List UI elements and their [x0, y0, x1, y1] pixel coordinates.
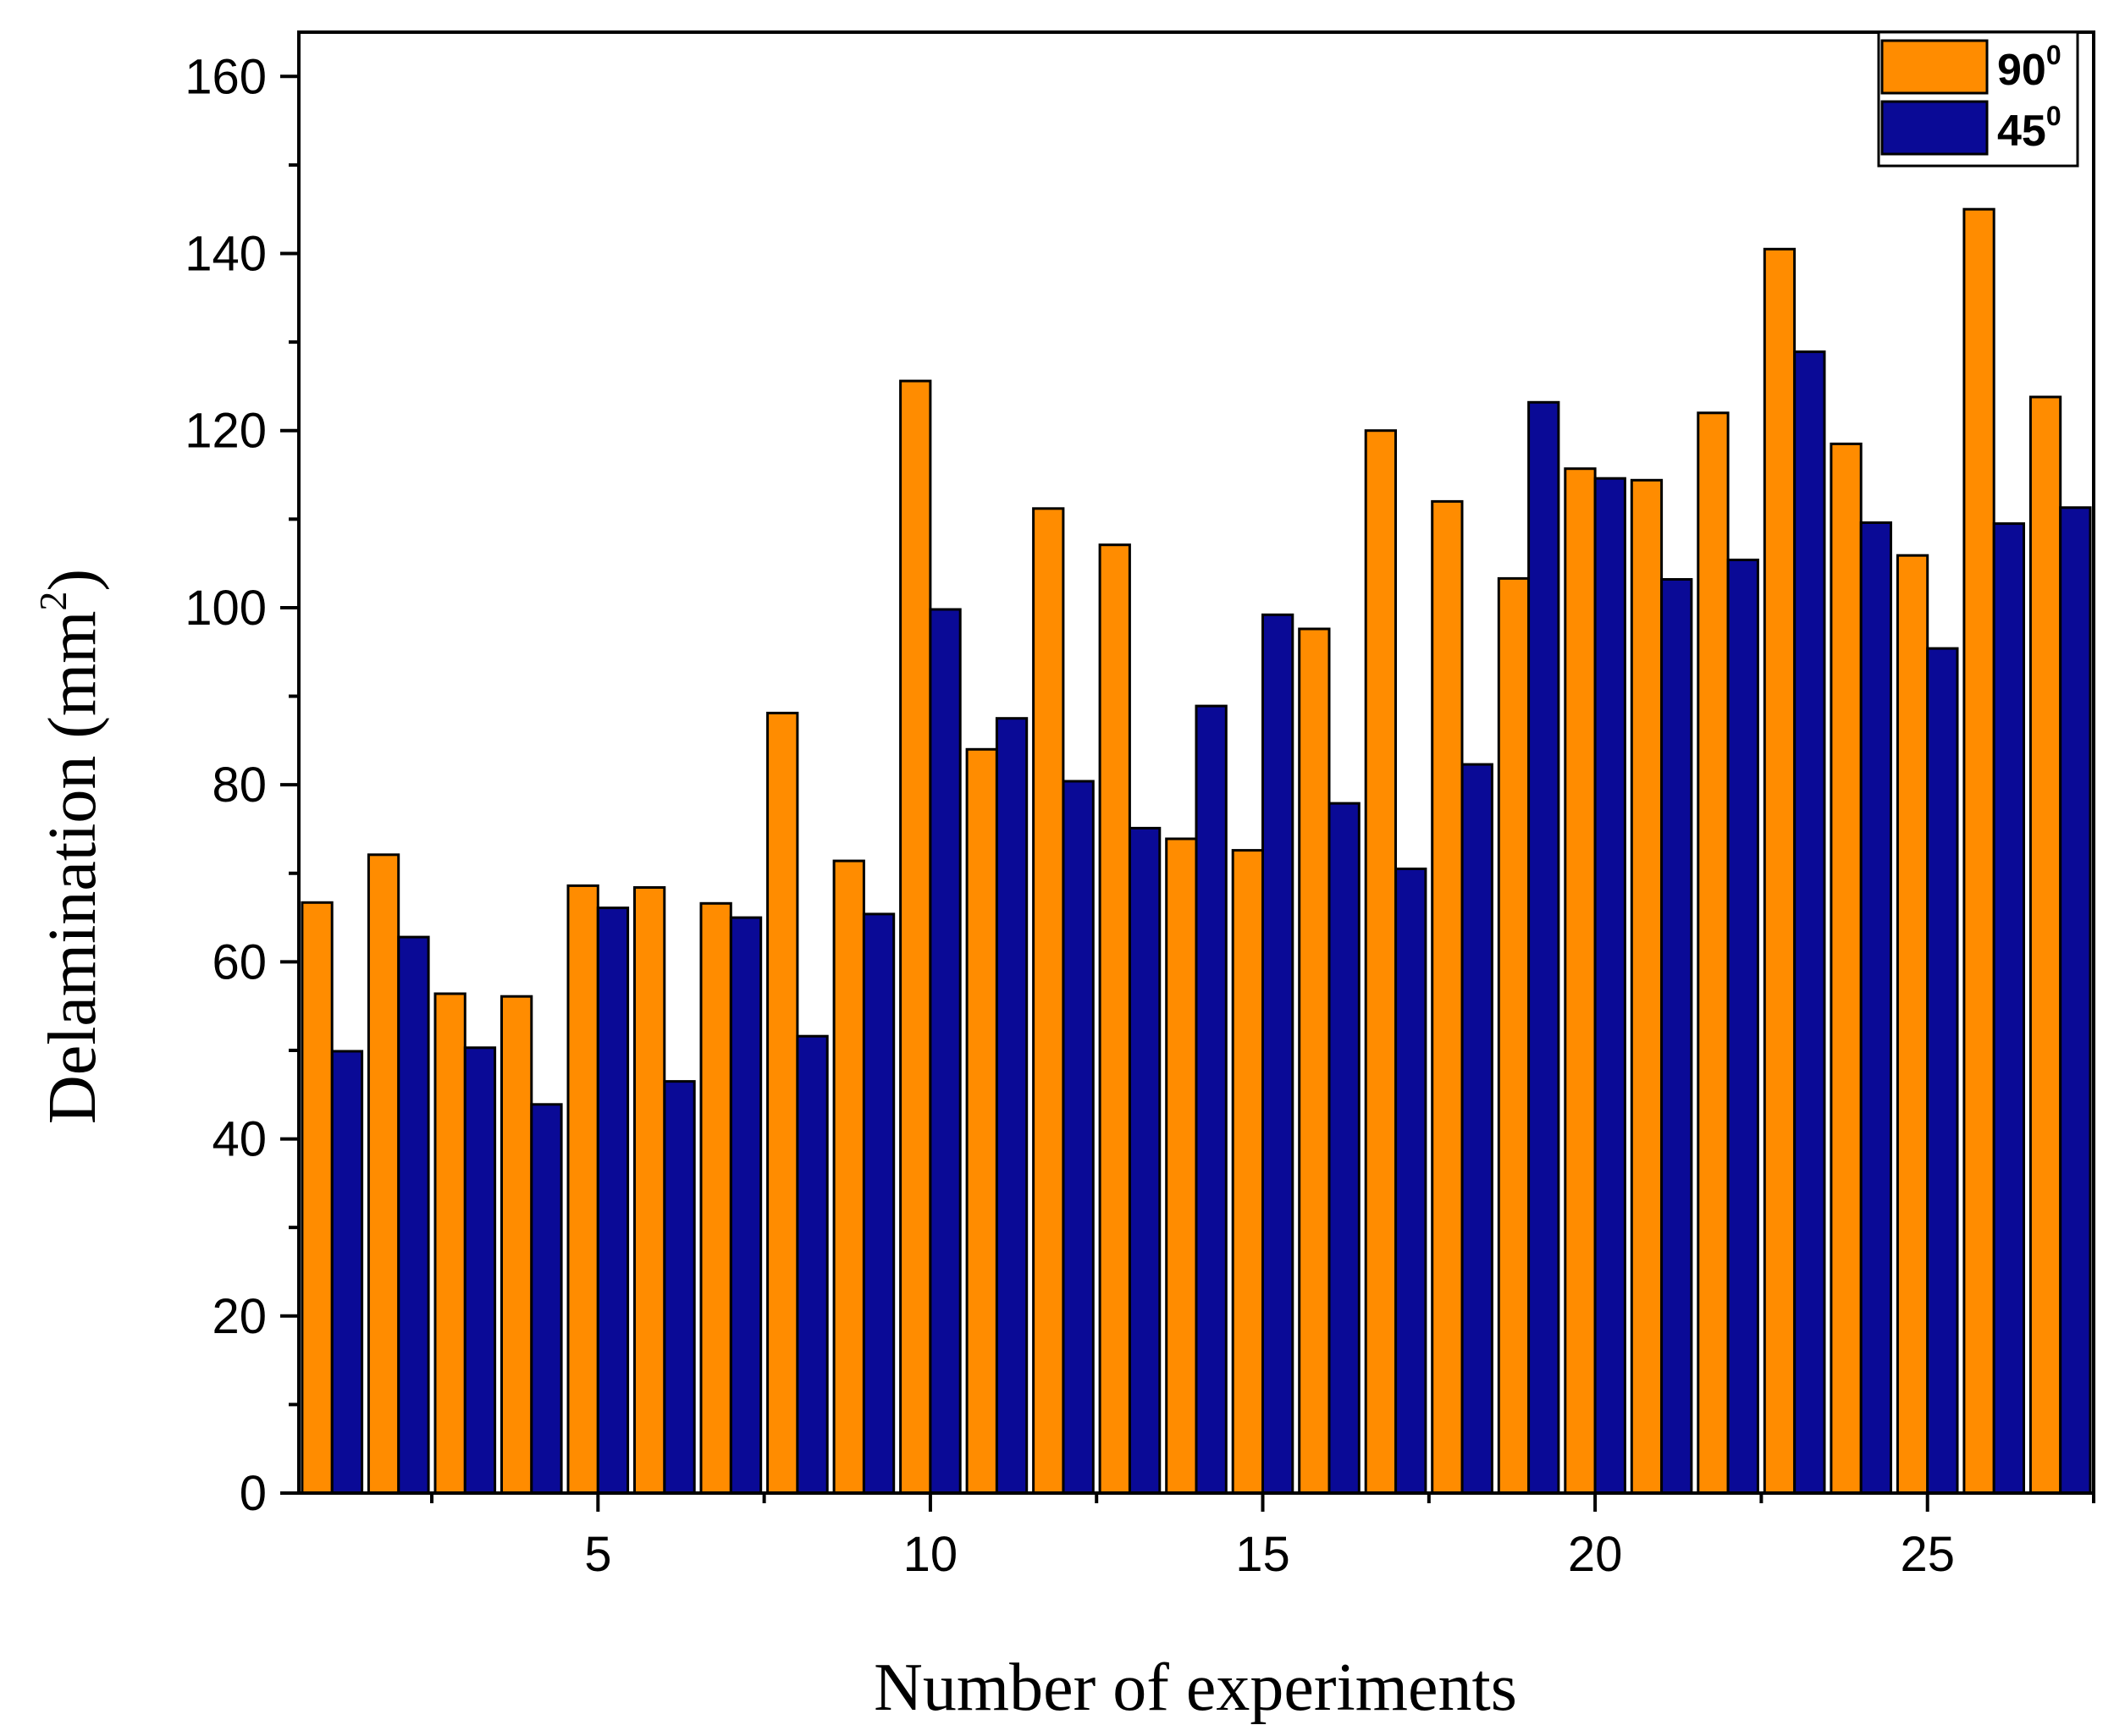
bar-90-exp-23: [1763, 247, 1797, 1495]
bar-45-exp-27: [2059, 506, 2092, 1495]
bar-90-exp-5: [566, 884, 599, 1495]
bar-45-exp-3: [463, 1046, 497, 1495]
bar-45-exp-20: [1593, 477, 1626, 1495]
bar-90-exp-8: [766, 711, 799, 1495]
bar-45-exp-26: [1992, 522, 2025, 1495]
bar-90-exp-10: [899, 379, 932, 1495]
bar-45-exp-4: [530, 1103, 563, 1495]
y-axis-title-close: ): [36, 569, 110, 592]
x-tick-label: 10: [903, 1527, 958, 1582]
bar-45-exp-18: [1460, 763, 1493, 1495]
bar-90-exp-19: [1497, 576, 1531, 1495]
bar-45-exp-2: [397, 935, 430, 1495]
bar-45-exp-1: [330, 1050, 364, 1495]
bar-45-exp-11: [995, 717, 1029, 1495]
bar-90-exp-7: [699, 901, 732, 1495]
bar-90-exp-14: [1165, 837, 1198, 1495]
bar-90-exp-21: [1630, 478, 1664, 1495]
bar-45-exp-25: [1926, 647, 1959, 1495]
y-tick-label: 100: [185, 581, 267, 636]
y-tick-label: 0: [240, 1466, 267, 1521]
bar-90-exp-13: [1098, 543, 1131, 1495]
x-axis-title: Number of experiments: [874, 1651, 1517, 1725]
bar-45-exp-5: [596, 907, 630, 1495]
bar-90-exp-26: [1962, 207, 1995, 1495]
bar-90-exp-20: [1564, 467, 1597, 1495]
bar-45-exp-8: [796, 1034, 829, 1495]
bar-45-exp-7: [729, 916, 763, 1495]
bar-90-exp-4: [500, 995, 533, 1495]
y-tick-label: 160: [185, 49, 267, 104]
y-tick-label: 60: [212, 934, 267, 989]
bar-90-exp-6: [633, 886, 666, 1495]
bar-45-exp-6: [663, 1080, 696, 1495]
bar-90-exp-18: [1431, 499, 1464, 1495]
y-tick-label: 40: [212, 1112, 267, 1167]
bar-90-exp-16: [1298, 627, 1331, 1495]
bar-45-exp-21: [1660, 578, 1693, 1495]
legend-swatch-90: [1880, 39, 1989, 95]
bar-90-exp-25: [1896, 554, 1929, 1495]
y-axis-title-main: Delamination (mm: [36, 611, 110, 1125]
x-tick-label: 15: [1235, 1527, 1290, 1582]
bar-45-exp-12: [1062, 780, 1095, 1495]
plot-frame: [297, 30, 2095, 1495]
bar-45-exp-23: [1793, 350, 1826, 1495]
bar-90-exp-11: [965, 747, 998, 1495]
y-axis-title: Delamination (mm2): [31, 569, 110, 1124]
bar-90-exp-15: [1231, 849, 1264, 1495]
bar-90-exp-17: [1364, 429, 1397, 1495]
y-tick-label: 20: [212, 1289, 267, 1344]
x-tick-label: 20: [1568, 1527, 1623, 1582]
legend-swatch-45: [1880, 100, 1989, 156]
bar-90-exp-1: [301, 901, 334, 1495]
bar-90-exp-27: [2028, 395, 2062, 1495]
bar-45-exp-15: [1261, 613, 1294, 1495]
legend-label-45: 450: [1997, 101, 2062, 156]
bar-90-exp-2: [367, 853, 400, 1495]
y-axis-title-superscript: 2: [31, 592, 75, 611]
y-tick-label: 80: [212, 758, 267, 813]
bar-90-exp-22: [1697, 411, 1730, 1495]
bar-45-exp-14: [1195, 704, 1228, 1495]
bars-layer: [301, 207, 2092, 1495]
bar-90-exp-12: [1032, 507, 1065, 1495]
x-tick-label: 25: [1900, 1527, 1955, 1582]
y-tick-label: 140: [185, 227, 267, 282]
legend-label-90: 900: [1997, 40, 2062, 95]
bar-45-exp-22: [1726, 559, 1759, 1495]
bar-45-exp-9: [862, 912, 896, 1495]
x-tick-label: 5: [584, 1527, 611, 1582]
bar-45-exp-13: [1129, 826, 1162, 1495]
bar-90-exp-3: [433, 992, 466, 1495]
bar-45-exp-19: [1527, 400, 1560, 1495]
bar-90-exp-24: [1830, 442, 1863, 1495]
y-tick-label: 120: [185, 404, 267, 459]
bar-45-exp-16: [1327, 802, 1361, 1495]
bar-45-exp-17: [1394, 868, 1427, 1495]
bar-45-exp-24: [1859, 521, 1892, 1495]
bar-90-exp-9: [832, 859, 865, 1495]
axes-layer: 0 20 40 60 80 100 120 140 160 5 10 15 20 25: [185, 30, 2095, 1582]
bar-45-exp-10: [929, 608, 962, 1495]
